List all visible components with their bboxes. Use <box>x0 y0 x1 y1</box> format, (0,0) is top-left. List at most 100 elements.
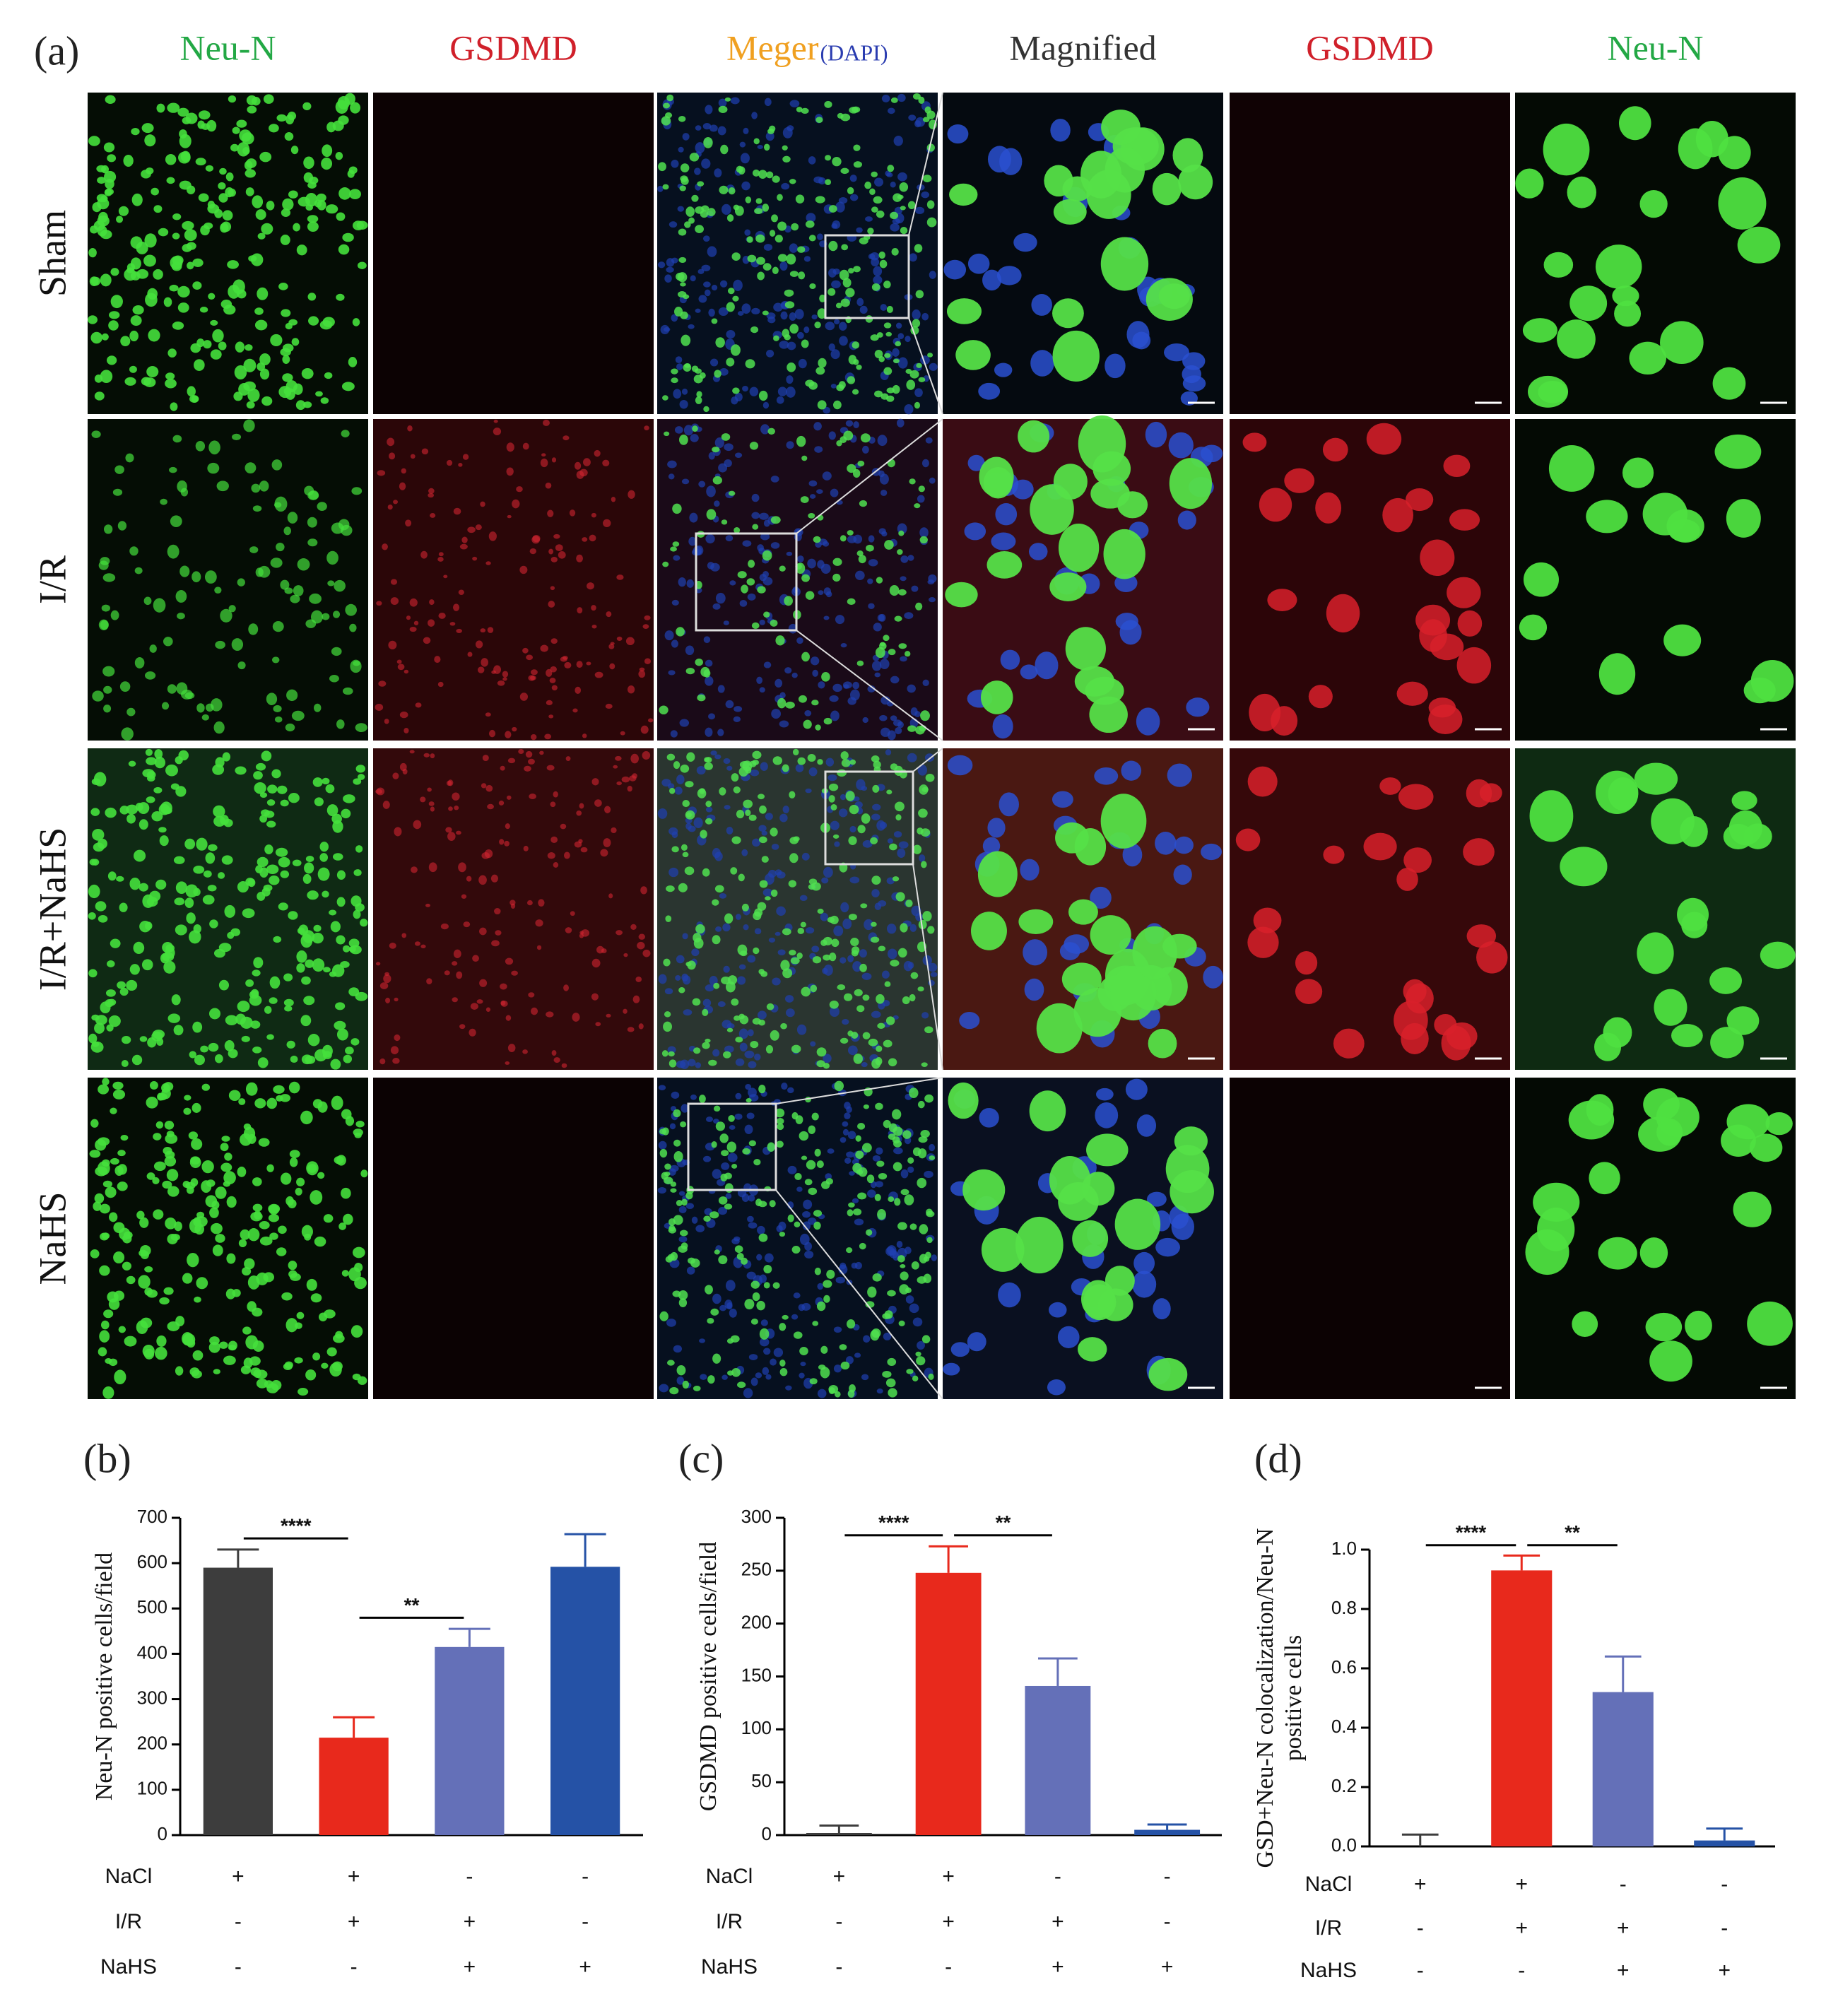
error-bar <box>819 1825 859 1834</box>
cell <box>730 1335 740 1343</box>
cell <box>288 1081 300 1094</box>
cell <box>885 1016 895 1025</box>
cell <box>855 570 865 581</box>
cell <box>736 1253 744 1260</box>
cell <box>862 839 873 848</box>
cell <box>480 501 485 507</box>
cell <box>348 987 360 996</box>
cell <box>550 586 555 591</box>
cell <box>336 293 345 301</box>
cell <box>186 912 196 924</box>
cell <box>266 864 279 875</box>
cell <box>733 716 741 722</box>
cell <box>254 782 266 794</box>
cell <box>288 911 298 920</box>
cell <box>676 955 685 964</box>
cell <box>663 1021 672 1032</box>
cell <box>904 651 911 657</box>
cell <box>253 1369 261 1378</box>
cell <box>874 902 882 910</box>
cell <box>179 180 192 190</box>
cell <box>760 1319 768 1326</box>
cell <box>702 1042 710 1049</box>
cell <box>563 851 570 859</box>
cell <box>712 1293 721 1304</box>
cell <box>1760 941 1796 969</box>
cell <box>833 1326 842 1333</box>
cell <box>777 194 783 201</box>
cell <box>182 1273 193 1284</box>
cell <box>777 949 786 956</box>
cell <box>632 995 640 1003</box>
cell <box>878 251 885 259</box>
cell <box>914 244 923 253</box>
cell <box>338 244 350 255</box>
cell <box>868 1038 878 1047</box>
cell <box>734 526 741 534</box>
cell <box>243 419 255 432</box>
cell <box>1548 445 1595 492</box>
cell <box>776 396 784 404</box>
cell <box>877 1209 886 1220</box>
cell <box>928 1373 934 1381</box>
y-axis-label: GSD+Neu-N colocalization/Neu-N <box>1252 1528 1278 1868</box>
cell <box>526 654 534 661</box>
cell <box>458 589 464 595</box>
cell <box>187 386 196 397</box>
cell <box>1295 979 1323 1004</box>
cell <box>658 1140 667 1150</box>
cell <box>743 799 753 808</box>
cell <box>823 1054 832 1063</box>
cell <box>394 997 399 1002</box>
cell <box>861 813 871 824</box>
cell <box>797 555 804 562</box>
cell <box>1519 614 1548 641</box>
cell <box>702 998 712 1007</box>
y-tick-label: 150 <box>741 1664 772 1685</box>
cell <box>644 658 652 664</box>
cell <box>459 1024 466 1030</box>
cell <box>576 810 582 816</box>
cell <box>680 163 690 172</box>
cell <box>153 598 166 613</box>
cell <box>1072 1220 1109 1257</box>
cell <box>382 801 390 809</box>
cell <box>264 844 273 855</box>
cell <box>1315 492 1342 524</box>
cell <box>787 1214 794 1222</box>
cell <box>254 307 264 315</box>
cell <box>1443 454 1471 478</box>
cell <box>1403 847 1432 873</box>
cell <box>849 804 859 815</box>
cell <box>816 1301 826 1311</box>
cell <box>1649 1340 1692 1382</box>
cell <box>817 1283 824 1290</box>
cell <box>551 1050 557 1056</box>
cell <box>205 852 216 864</box>
cell <box>766 349 774 358</box>
cell <box>919 854 926 862</box>
cell <box>351 895 362 907</box>
cell <box>777 254 788 262</box>
cell <box>324 372 333 379</box>
cell <box>161 1087 171 1100</box>
cell <box>96 194 107 202</box>
cell <box>849 1171 855 1176</box>
cell <box>871 1010 881 1018</box>
cell <box>225 187 234 198</box>
cell <box>702 1008 709 1017</box>
condition-sign: - <box>235 1910 242 1933</box>
cell <box>955 340 991 370</box>
cell <box>479 927 487 936</box>
cell <box>1024 978 1044 1001</box>
cell <box>856 227 863 233</box>
cell <box>918 377 926 382</box>
cell <box>994 362 1013 377</box>
cell <box>849 759 856 765</box>
cell <box>705 801 712 808</box>
cell <box>811 700 819 706</box>
cell <box>844 1102 851 1109</box>
cell <box>406 615 411 620</box>
cell <box>804 1250 814 1258</box>
cell <box>301 1054 313 1065</box>
